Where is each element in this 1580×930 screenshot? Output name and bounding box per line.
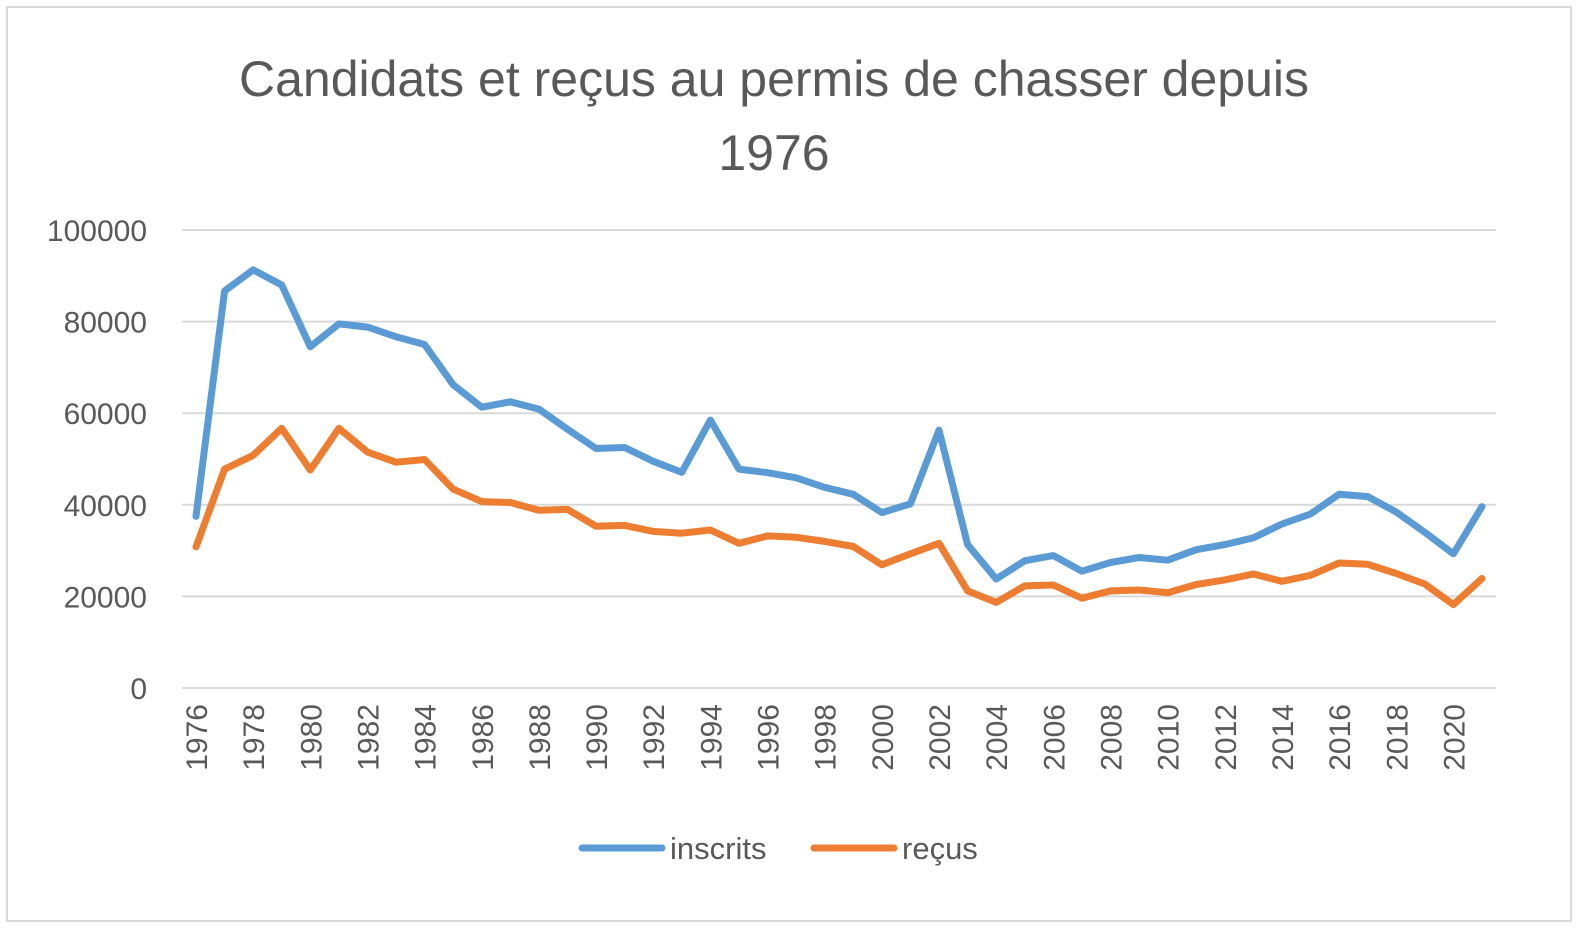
x-tick-label-2006: 2006 <box>1038 704 1071 771</box>
x-tick-label-2000: 2000 <box>867 704 900 771</box>
x-axis-tick-labels: 1976 1978 1980 1982 1984 1986 1988 1990 1992 1994… <box>181 704 1471 771</box>
series-lines <box>192 266 1486 609</box>
series-line-inscrits <box>192 266 1486 583</box>
x-tick-label-2004: 2004 <box>981 704 1014 771</box>
x-tick-label-1994: 1994 <box>695 704 728 771</box>
chart-frame: Candidats et reçus au permis de chasser … <box>6 6 1572 922</box>
x-tick-label-2016: 2016 <box>1324 704 1357 771</box>
chart-title: Candidats et reçus au permis de chasser … <box>239 51 1309 181</box>
line-chart: Candidats et reçus au permis de chasser … <box>47 51 1496 866</box>
y-tick-label-100000: 100000 <box>47 215 147 248</box>
y-tick-label-20000: 20000 <box>64 581 147 614</box>
x-tick-label-2018: 2018 <box>1381 704 1414 771</box>
y-axis-tick-labels: 0 20000 40000 60000 80000 100000 <box>47 215 147 706</box>
x-tick-label-2020: 2020 <box>1438 704 1471 771</box>
legend: inscrits reçus <box>578 831 978 866</box>
legend-label-recus: reçus <box>902 831 978 866</box>
legend-label-inscrits: inscrits <box>670 831 766 866</box>
x-tick-label-2012: 2012 <box>1210 704 1243 771</box>
x-tick-label-2014: 2014 <box>1267 704 1300 771</box>
x-tick-label-1992: 1992 <box>638 704 671 771</box>
x-tick-label-1990: 1990 <box>581 704 614 771</box>
x-tick-label-2010: 2010 <box>1153 704 1186 771</box>
y-tick-label-60000: 60000 <box>64 398 147 431</box>
x-tick-label-1996: 1996 <box>753 704 786 771</box>
y-tick-label-80000: 80000 <box>64 307 147 340</box>
y-tick-label-40000: 40000 <box>64 490 147 523</box>
gridlines <box>182 229 1496 689</box>
series-line-recus <box>192 424 1486 609</box>
x-tick-label-1982: 1982 <box>352 704 385 771</box>
chart-title-line-2: 1976 <box>718 125 829 181</box>
x-tick-label-1988: 1988 <box>524 704 557 771</box>
x-tick-label-1984: 1984 <box>410 704 443 771</box>
x-tick-label-1976: 1976 <box>181 704 214 771</box>
chart-title-line-1: Candidats et reçus au permis de chasser … <box>239 51 1309 107</box>
x-tick-label-2008: 2008 <box>1095 704 1128 771</box>
x-tick-label-1998: 1998 <box>810 704 843 771</box>
x-tick-label-1978: 1978 <box>238 704 271 771</box>
x-tick-label-2002: 2002 <box>924 704 957 771</box>
y-tick-label-0: 0 <box>130 673 147 706</box>
x-tick-label-1980: 1980 <box>295 704 328 771</box>
x-tick-label-1986: 1986 <box>467 704 500 771</box>
